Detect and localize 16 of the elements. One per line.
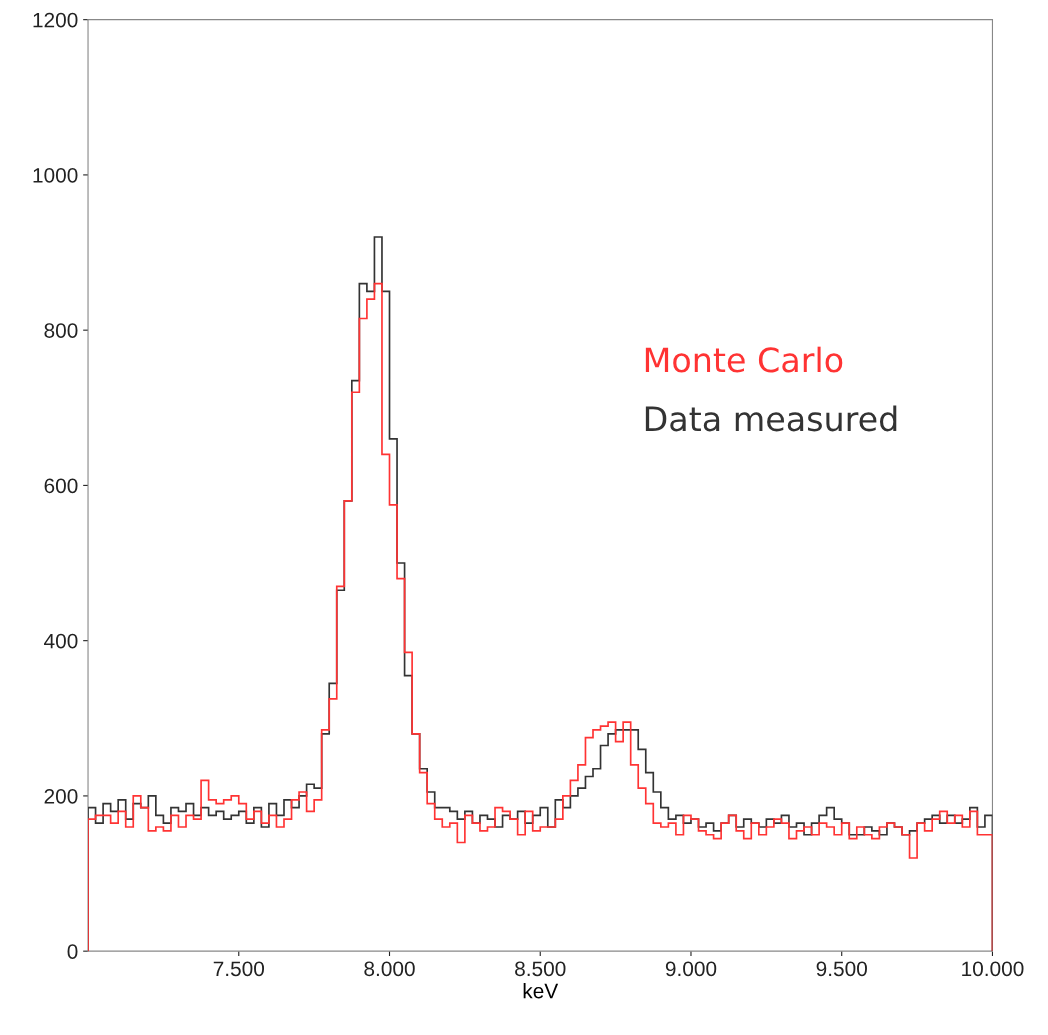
x-tick-label: 9.500 (816, 961, 867, 977)
x-tick-label: 9.000 (665, 961, 717, 977)
x-tick-label: 10.000 (962, 961, 1024, 977)
y-tick-label: 600 (44, 478, 78, 494)
y-tick-label: 1200 (33, 12, 78, 28)
y-tick-label: 1000 (33, 167, 78, 183)
text: Monte Carlo (645, 346, 843, 373)
text: Data measured (645, 405, 897, 432)
y-tick-label: 200 (44, 788, 78, 804)
x-axis-title: keV (523, 983, 559, 999)
x-tick-label: 8.500 (515, 961, 566, 977)
x-tick-label: 8.000 (364, 961, 415, 977)
y-tick-label: 0 (67, 944, 78, 959)
x-tick-label: 7.500 (213, 961, 265, 977)
y-tick-label: 400 (44, 633, 78, 649)
y-tick-label: 800 (44, 323, 78, 338)
